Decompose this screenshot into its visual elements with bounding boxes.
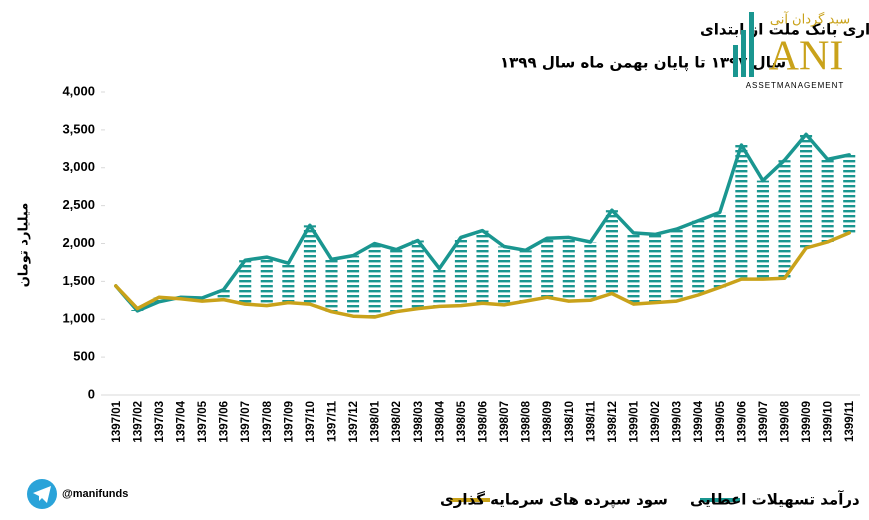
x-tick-label: 1397/09 [283,401,295,443]
gap-bar [152,297,165,302]
x-tick-label: 1398/11 [585,400,597,442]
x-tick-label: 1399/03 [672,401,684,443]
gap-bar [260,257,273,306]
x-tick-label: 1397/11 [327,400,339,442]
x-tick-label: 1398/02 [391,401,403,443]
logo-persian: سبد گردان آنی [770,11,850,28]
y-tick-label: 3,500 [62,121,95,136]
chart-subtitle: سال ۱۳۹۷ تا پایان بهمن ماه سال ۱۳۹۹ [500,54,786,73]
y-tick-label: 2,000 [62,235,95,250]
telegram-plane [33,486,51,503]
x-tick-label: 1397/08 [262,400,274,442]
x-tick-label: 1399/04 [693,400,705,442]
gap-bar [821,159,834,242]
gap-bar [303,225,316,305]
y-tick-label: 2,500 [62,197,95,212]
gap-bar [282,263,295,303]
logo-bar [741,30,746,77]
x-tick-label: 1399/08 [780,400,792,442]
x-tick-label: 1397/05 [197,400,209,442]
y-tick-label: 1,000 [62,311,95,326]
x-tick-label: 1398/10 [564,401,576,443]
gap-bar [562,237,575,302]
x-tick-label: 1397/07 [240,401,252,443]
y-tick-label: 4,000 [62,83,95,98]
x-tick-label: 1397/10 [305,401,317,443]
gap-bar [692,220,705,296]
gap-bar [347,255,360,317]
x-tick-label: 1399/01 [629,400,641,442]
gap-bar [390,249,403,312]
y-axis-label: میلیارد تومان [17,203,32,288]
x-tick-label: 1398/05 [456,400,468,442]
legend-label: سود سپرده های سرمایه گذاری [440,491,668,510]
x-tick-label: 1399/05 [715,400,727,442]
gap-bar [605,210,618,294]
gap-bar [800,134,813,249]
gap-bar [713,212,726,288]
x-tick-label: 1399/09 [801,401,813,443]
x-tick-label: 1398/12 [607,401,619,443]
logo-bar [733,45,738,77]
x-tick-label: 1397/03 [154,401,166,443]
gap-bar [239,260,252,305]
legend-label: درآمد تسهیلات اعطایی [690,491,860,509]
gap-bar [325,259,338,312]
gap-bar [756,180,769,280]
x-tick-label: 1398/06 [478,401,490,443]
y-tick-label: 3,000 [62,159,95,174]
y-tick-label: 1,500 [62,273,95,288]
x-tick-label: 1397/02 [132,401,144,443]
y-tick-label: 500 [73,349,95,364]
gap-bar [649,234,662,303]
gap-bar [454,237,467,306]
gap-bar [778,160,791,279]
x-tick-label: 1398/07 [499,401,511,443]
gap-bar [368,243,381,317]
x-tick-label: 1398/08 [521,400,533,442]
gap-bar [670,229,683,302]
logo-tagline: ASSETMANAGEMENT [746,81,845,90]
gap-bar [843,154,856,233]
x-tick-label: 1397/04 [176,400,188,442]
gap-bar [411,240,424,309]
x-tick-label: 1399/06 [736,401,748,443]
x-tick-label: 1398/04 [434,400,446,442]
logo: سبد گردان آنی ANI ASSETMANAGEMENT [733,11,850,90]
x-tick-label: 1398/01 [370,400,382,442]
x-tick-label: 1398/09 [542,401,554,443]
gap-bar [433,268,446,307]
x-tick-label: 1399/02 [650,401,662,443]
logo-name: ANI [769,34,844,80]
gap-bar [584,241,597,301]
footer: @manifunds [27,479,128,509]
gap-bar [541,238,554,298]
x-tick-label: 1399/07 [758,401,770,443]
x-tick-label: 1397/01 [111,400,123,442]
gap-bar [519,250,532,302]
gap-bar [627,232,640,305]
gap-bar [217,289,230,300]
x-tick-label: 1397/06 [219,401,231,443]
footer-handle: @manifunds [62,488,128,500]
x-tick-label: 1399/10 [823,401,835,443]
gap-bar [498,246,511,305]
x-tick-label: 1399/11 [844,400,856,442]
logo-bar [749,12,754,77]
series-line [114,132,851,313]
x-tick-label: 1397/12 [348,401,360,443]
gap-bar [735,145,748,280]
series-line [114,231,851,319]
x-tick-label: 1398/03 [413,401,425,443]
y-tick-label: 0 [88,386,95,401]
gap-bar [476,230,489,304]
